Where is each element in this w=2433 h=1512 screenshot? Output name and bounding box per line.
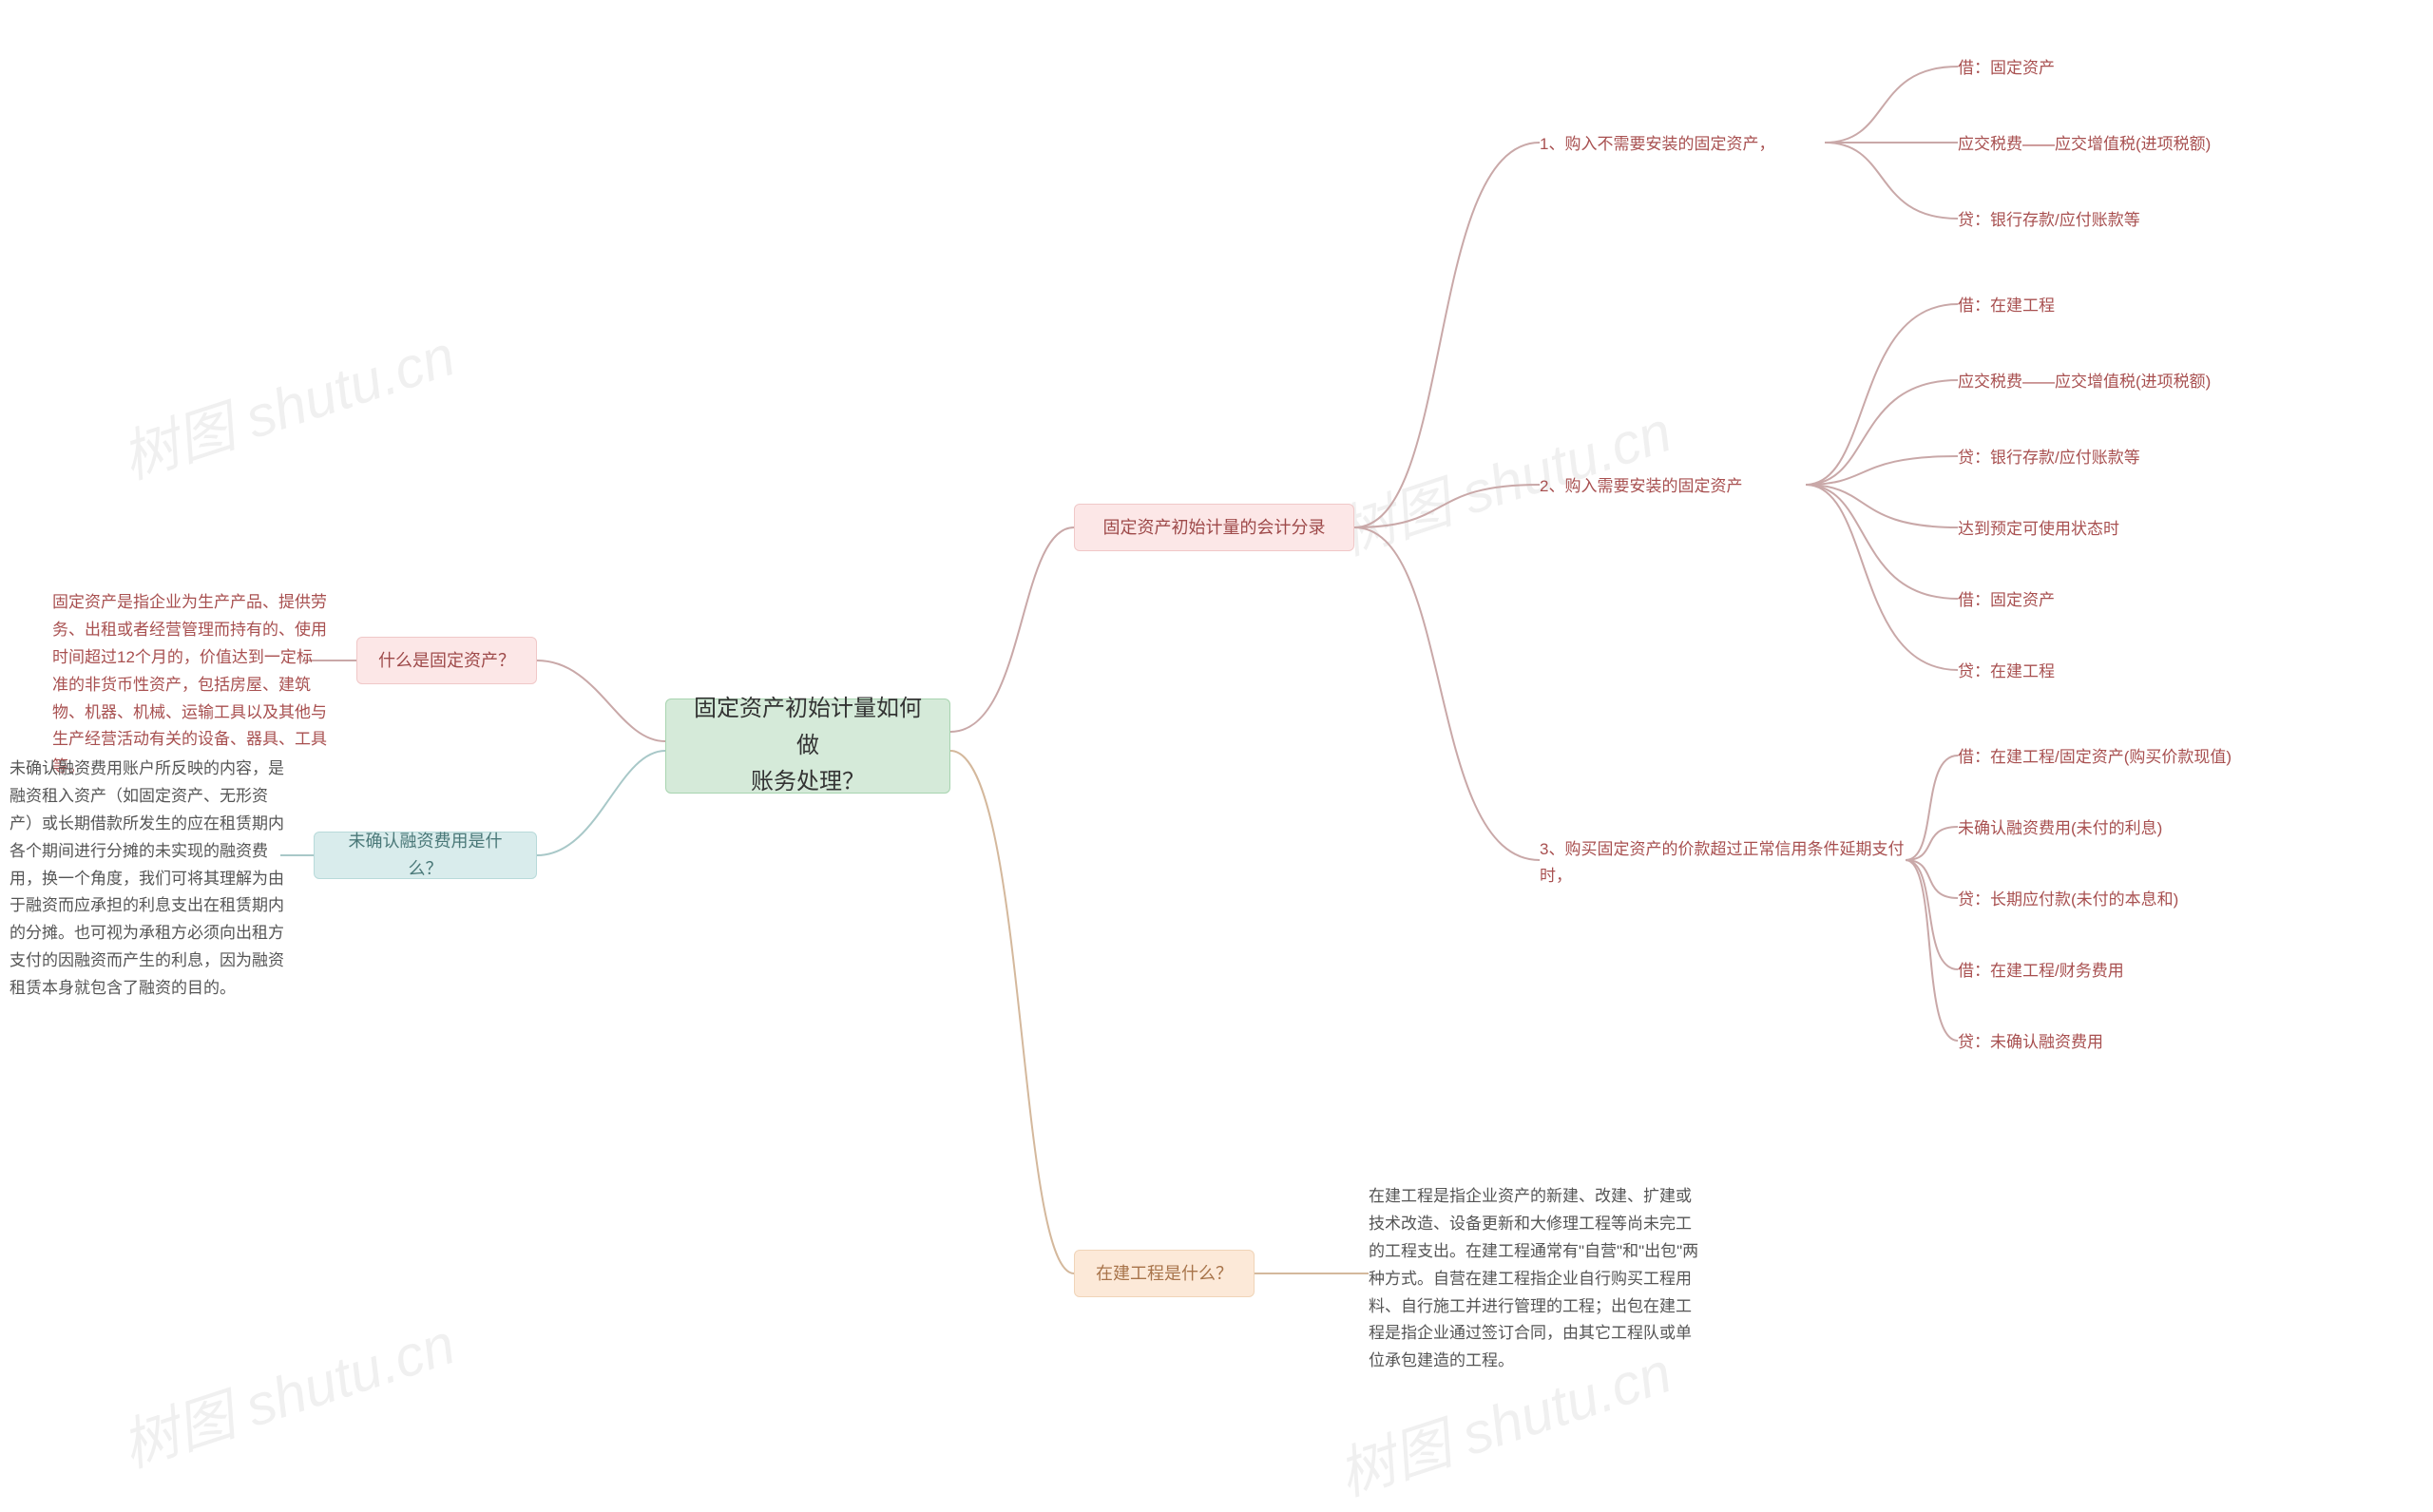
sub3-item-0: 借：在建工程/固定资产(购买价款现值) bbox=[1958, 744, 2232, 771]
left-branch-unrecognized-cost: 未确认融资费用是什么？ bbox=[314, 832, 537, 879]
sub1-item-0: 借：固定资产 bbox=[1958, 55, 2055, 82]
sub2-item-1: 应交税费——应交增值税(进项税额) bbox=[1958, 369, 2211, 395]
sub3-item-4: 贷：未确认融资费用 bbox=[1958, 1029, 2103, 1056]
sub2-item-5: 贷：在建工程 bbox=[1958, 659, 2055, 685]
sub1-item-1: 应交税费——应交增值税(进项税额) bbox=[1958, 131, 2211, 158]
sub2-item-0: 借：在建工程 bbox=[1958, 293, 2055, 319]
sub1-label: 1、购入不需要安装的固定资产， bbox=[1540, 131, 1825, 158]
sub2-item-3: 达到预定可使用状态时 bbox=[1958, 516, 2119, 543]
sub2-label: 2、购入需要安装的固定资产 bbox=[1540, 473, 1806, 500]
sub3-item-2: 贷：长期应付款(未付的本息和) bbox=[1958, 887, 2178, 913]
sub1-item-2: 贷：银行存款/应付账款等 bbox=[1958, 207, 2140, 234]
sub2-item-4: 借：固定资产 bbox=[1958, 587, 2055, 614]
right-branch-accounting-entries: 固定资产初始计量的会计分录 bbox=[1074, 504, 1354, 551]
right-desc-construction: 在建工程是指企业资产的新建、改建、扩建或技术改造、设备更新和大修理工程等尚未完工… bbox=[1369, 1183, 1701, 1375]
watermark: 树图 shutu.cn bbox=[109, 310, 464, 495]
sub3-item-3: 借：在建工程/财务费用 bbox=[1958, 958, 2124, 985]
right-branch-construction-in-progress: 在建工程是什么？ bbox=[1074, 1250, 1255, 1297]
sub3-item-1: 未确认融资费用(未付的利息) bbox=[1958, 815, 2162, 842]
left-desc-fixed-asset: 固定资产是指企业为生产产品、提供劳务、出租或者经营管理而持有的、使用时间超过12… bbox=[52, 589, 328, 781]
sub2-item-2: 贷：银行存款/应付账款等 bbox=[1958, 445, 2140, 471]
left-desc-unrecognized-cost: 未确认融资费用账户所反映的内容，是融资租入资产（如固定资产、无形资产）或长期借款… bbox=[10, 756, 290, 1003]
left-branch-fixed-asset-def: 什么是固定资产？ bbox=[356, 637, 537, 684]
root-node: 固定资产初始计量如何做 账务处理？ bbox=[665, 699, 950, 794]
watermark: 树图 shutu.cn bbox=[109, 1298, 464, 1483]
sub3-label: 3、购买固定资产的价款超过正常信用条件延期支付时， bbox=[1540, 836, 1906, 890]
